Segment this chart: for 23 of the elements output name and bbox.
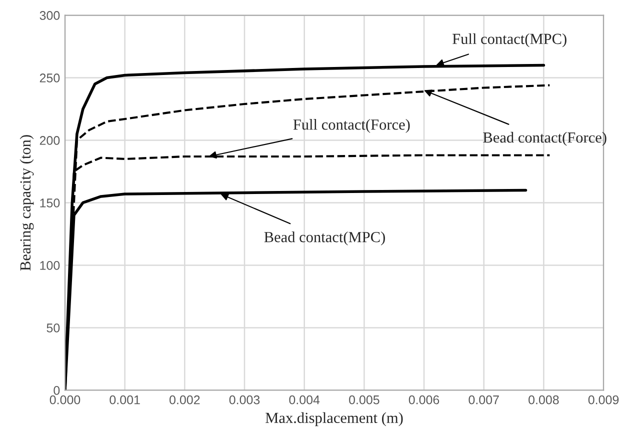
x-tick-label: 0.009 [588, 395, 619, 404]
x-tick-label: 0.001 [110, 395, 140, 404]
y-tick-label: 0 [54, 386, 60, 395]
annotation: Bead contact(Force) [483, 132, 606, 146]
annotation: Bead contact(MPC) [264, 232, 385, 246]
x-tick-label: 0.000 [50, 395, 80, 404]
y-tick-label: 250 [40, 74, 60, 82]
x-tick-label: 0.006 [408, 395, 440, 404]
annotation: Full contact(MPC) [452, 33, 566, 48]
x-axis-title: Max.displacement (m) [266, 412, 403, 426]
y-tick-label: 200 [40, 136, 60, 145]
y-axis-title: Bearing capacity (ton) [20, 135, 34, 271]
y-tick-label: 100 [40, 261, 60, 270]
annotation: Full contact(Force) [293, 119, 410, 133]
x-tick-label: 0.005 [349, 395, 380, 404]
x-tick-label: 0.002 [170, 395, 200, 404]
y-tick-label: 300 [40, 11, 60, 20]
y-tick-label: 50 [46, 324, 60, 332]
y-tick-label: 150 [40, 198, 60, 208]
x-tick-label: 0.003 [229, 395, 260, 404]
x-tick-label: 0.008 [528, 395, 559, 404]
x-tick-label: 0.007 [468, 395, 499, 404]
x-tick-label: 0.004 [289, 395, 320, 404]
